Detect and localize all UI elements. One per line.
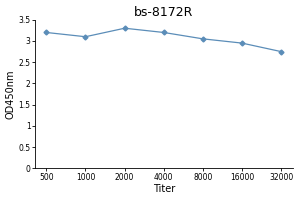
Title: bs-8172R: bs-8172R: [134, 6, 194, 19]
Y-axis label: OD450nm: OD450nm: [6, 69, 16, 119]
X-axis label: Titer: Titer: [153, 184, 175, 194]
